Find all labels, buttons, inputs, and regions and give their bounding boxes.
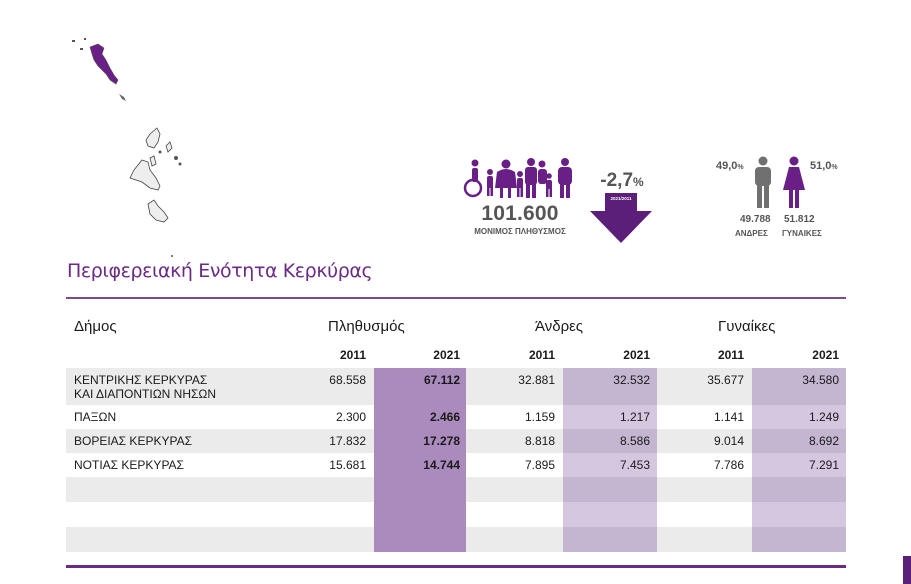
zakynthos-island	[147, 199, 169, 223]
men-2021-bg	[563, 453, 657, 477]
year-header: 2011	[339, 348, 366, 362]
name-line-2: ΚΑΙ ΔΙΑΠΟΝΤΙΩΝ ΝΗΣΩΝ	[74, 387, 217, 401]
men-2011: 8.818	[524, 434, 555, 448]
women-2011: 35.677	[707, 373, 744, 387]
family-people-icon	[463, 158, 572, 198]
women-2021-bg	[752, 405, 846, 429]
women-2021: 8.692	[808, 434, 839, 448]
women-2021-bg	[752, 477, 846, 502]
down-arrow-icon	[590, 193, 652, 243]
men-2021-bg	[563, 527, 657, 552]
empty-table-row	[66, 477, 846, 502]
table-row: ΒΟΡΕΙΑΣ ΚΕΡΚΥΡΑΣ 17.832 17.278 8.818 8.5…	[66, 429, 846, 453]
women-2021-bg	[752, 368, 846, 405]
pop-2011: 68.558	[329, 373, 366, 387]
men-percentage: 49,0%	[716, 160, 744, 172]
women-percentage: 51,0%	[810, 160, 838, 172]
table-row: ΝΟΤΙΑΣ ΚΕΡΚΥΡΑΣ 15.681 14.744 7.895 7.45…	[66, 453, 846, 477]
men-2011: 32.881	[518, 373, 555, 387]
population-total: 101.600	[481, 202, 559, 225]
strofades-island	[171, 255, 173, 257]
men-label: ΑΝΔΡΕΣ	[735, 229, 768, 238]
women-2021: 34.580	[802, 373, 839, 387]
municipality-name: ΒΟΡΕΙΑΣ ΚΕΡΚΥΡΑΣ	[74, 434, 192, 448]
title-divider	[66, 297, 846, 299]
men-2021-bg	[563, 368, 657, 405]
men-2021-bg	[563, 502, 657, 527]
regional-map	[72, 38, 182, 257]
men-2021-bg	[563, 405, 657, 429]
women-2011: 1.141	[713, 410, 744, 424]
women-pct-unit: %	[831, 164, 838, 171]
year-header: 2021	[812, 348, 839, 362]
pop-2021-bg	[374, 453, 466, 477]
men-2021: 7.453	[619, 458, 650, 472]
population-label: ΜΟΝΙΜΟΣ ΠΛΗΘΥΣΜΟΣ	[474, 227, 566, 236]
man-icon	[755, 156, 771, 208]
paxoi-island	[119, 94, 126, 101]
men-pct-value: 49,0	[716, 160, 738, 172]
empty-table-row	[66, 502, 846, 527]
year-header: 2011	[717, 348, 744, 362]
municipality-name: ΠΑΞΩΝ	[74, 410, 117, 424]
table-bottom-divider	[66, 565, 846, 568]
municipality-name: ΚΕΝΤΡΙΚΗΣ ΚΕΡΚΥΡΑΣ ΚΑΙ ΔΙΑΠΟΝΤΙΩΝ ΝΗΣΩΝ	[74, 373, 216, 401]
name-line-1: ΚΕΝΤΡΙΚΗΣ ΚΕΡΚΥΡΑΣ	[74, 373, 208, 387]
page-title: Περιφερειακή Ενότητα Κερκύρας	[67, 260, 373, 282]
header-population: Πληθυσμός	[328, 318, 405, 335]
women-2021-bg	[752, 453, 846, 477]
men-2021: 32.532	[613, 373, 650, 387]
empty-table-row	[66, 527, 846, 552]
pop-2011: 2.300	[335, 410, 366, 424]
header-municipality: Δήμος	[74, 318, 117, 335]
women-count: 51.812	[784, 214, 815, 225]
men-count: 49.788	[740, 214, 771, 225]
men-2021-bg	[563, 477, 657, 502]
men-2021-bg	[563, 429, 657, 453]
municipality-name: ΝΟΤΙΑΣ ΚΕΡΚΥΡΑΣ	[74, 458, 184, 472]
change-unit: %	[633, 175, 644, 189]
men-2021: 1.217	[619, 410, 650, 424]
pop-2021: 2.466	[429, 410, 460, 424]
pop-2021-bg	[374, 527, 466, 552]
woman-icon	[783, 156, 805, 208]
women-2011: 9.014	[713, 434, 744, 448]
men-pct-unit: %	[737, 164, 744, 171]
women-2021-bg	[752, 429, 846, 453]
men-2021: 8.586	[619, 434, 650, 448]
pop-2021: 17.278	[423, 434, 460, 448]
change-period: 2021/2011	[610, 196, 632, 201]
women-2011: 7.786	[713, 458, 744, 472]
pop-2021: 67.112	[423, 373, 460, 387]
lefkada-kefalonia-islands	[129, 127, 182, 191]
table-row: ΚΕΝΤΡΙΚΗΣ ΚΕΡΚΥΡΑΣ ΚΑΙ ΔΙΑΠΟΝΤΙΩΝ ΝΗΣΩΝ 6…	[66, 368, 846, 405]
pop-2021-bg	[374, 429, 466, 453]
year-header: 2021	[623, 348, 650, 362]
page-side-tab	[903, 556, 911, 584]
pop-2021: 14.744	[423, 458, 460, 472]
header-women: Γυναίκες	[718, 318, 776, 335]
men-2011: 1.159	[524, 410, 555, 424]
women-2021-bg	[752, 527, 846, 552]
women-2021: 7.291	[808, 458, 839, 472]
corfu-island-highlighted	[72, 38, 119, 85]
women-label: ΓΥΝΑΙΚΕΣ	[782, 229, 822, 238]
women-2021: 1.249	[808, 410, 839, 424]
pop-2021-bg	[374, 368, 466, 405]
change-value: -2,7	[600, 170, 634, 191]
pop-2011: 17.832	[329, 434, 366, 448]
pop-2021-bg	[374, 405, 466, 429]
men-2011: 7.895	[524, 458, 555, 472]
header-men: Άνδρες	[535, 318, 584, 335]
pop-2021-bg	[374, 477, 466, 502]
year-header: 2011	[528, 348, 555, 362]
pop-2021-bg	[374, 502, 466, 527]
pop-2011: 15.681	[329, 458, 366, 472]
table-row: ΠΑΞΩΝ 2.300 2.466 1.159 1.217 1.141 1.24…	[66, 405, 846, 429]
population-change: -2,7%	[592, 170, 652, 192]
women-2021-bg	[752, 502, 846, 527]
year-header: 2021	[433, 348, 460, 362]
women-pct-value: 51,0	[810, 160, 832, 172]
